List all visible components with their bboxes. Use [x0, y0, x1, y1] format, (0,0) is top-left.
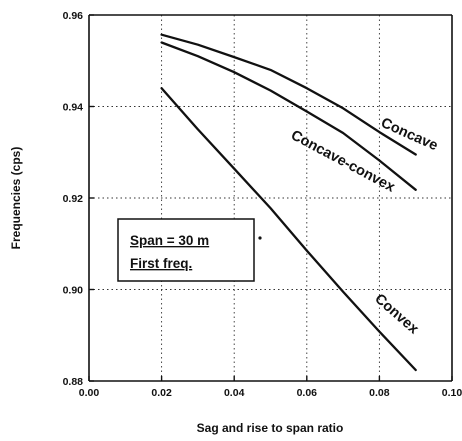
annotation-box: Span = 30 m First freq.	[117, 218, 262, 282]
axis-ticks: 0.00 0.02 0.04 0.06 0.08 0.10 0.88 0.90 0.92 0.94…	[63, 10, 462, 399]
y-axis-label: Frequencies (cps)	[9, 147, 23, 250]
grid-lines	[89, 15, 452, 381]
x-tick-label: 0.10	[442, 387, 462, 399]
series-line-concave	[160, 33, 417, 156]
annotation-frame	[117, 218, 255, 282]
x-tick-label: 0.06	[297, 387, 318, 399]
y-tick-label: 0.96	[63, 10, 84, 22]
x-tick-label: 0.08	[369, 387, 390, 399]
annotation-dot	[258, 236, 262, 240]
y-tick-label: 0.88	[63, 376, 84, 388]
y-tick-label: 0.94	[63, 102, 84, 114]
series-label-concave: Concave	[378, 115, 440, 154]
x-axis-label: Sag and rise to span ratio	[197, 421, 344, 435]
y-tick-label: 0.92	[63, 193, 84, 205]
x-tick-label: 0.00	[79, 387, 100, 399]
series-line-concave-convex	[160, 41, 417, 191]
annotation-line-2: First freq.	[130, 256, 192, 271]
x-tick-label: 0.04	[224, 387, 245, 399]
series-lines	[160, 33, 417, 372]
annotation-line-1: Span = 30 m	[130, 233, 209, 248]
y-tick-label: 0.90	[63, 285, 84, 297]
series-line-convex	[160, 87, 417, 372]
x-tick-label: 0.02	[151, 387, 172, 399]
